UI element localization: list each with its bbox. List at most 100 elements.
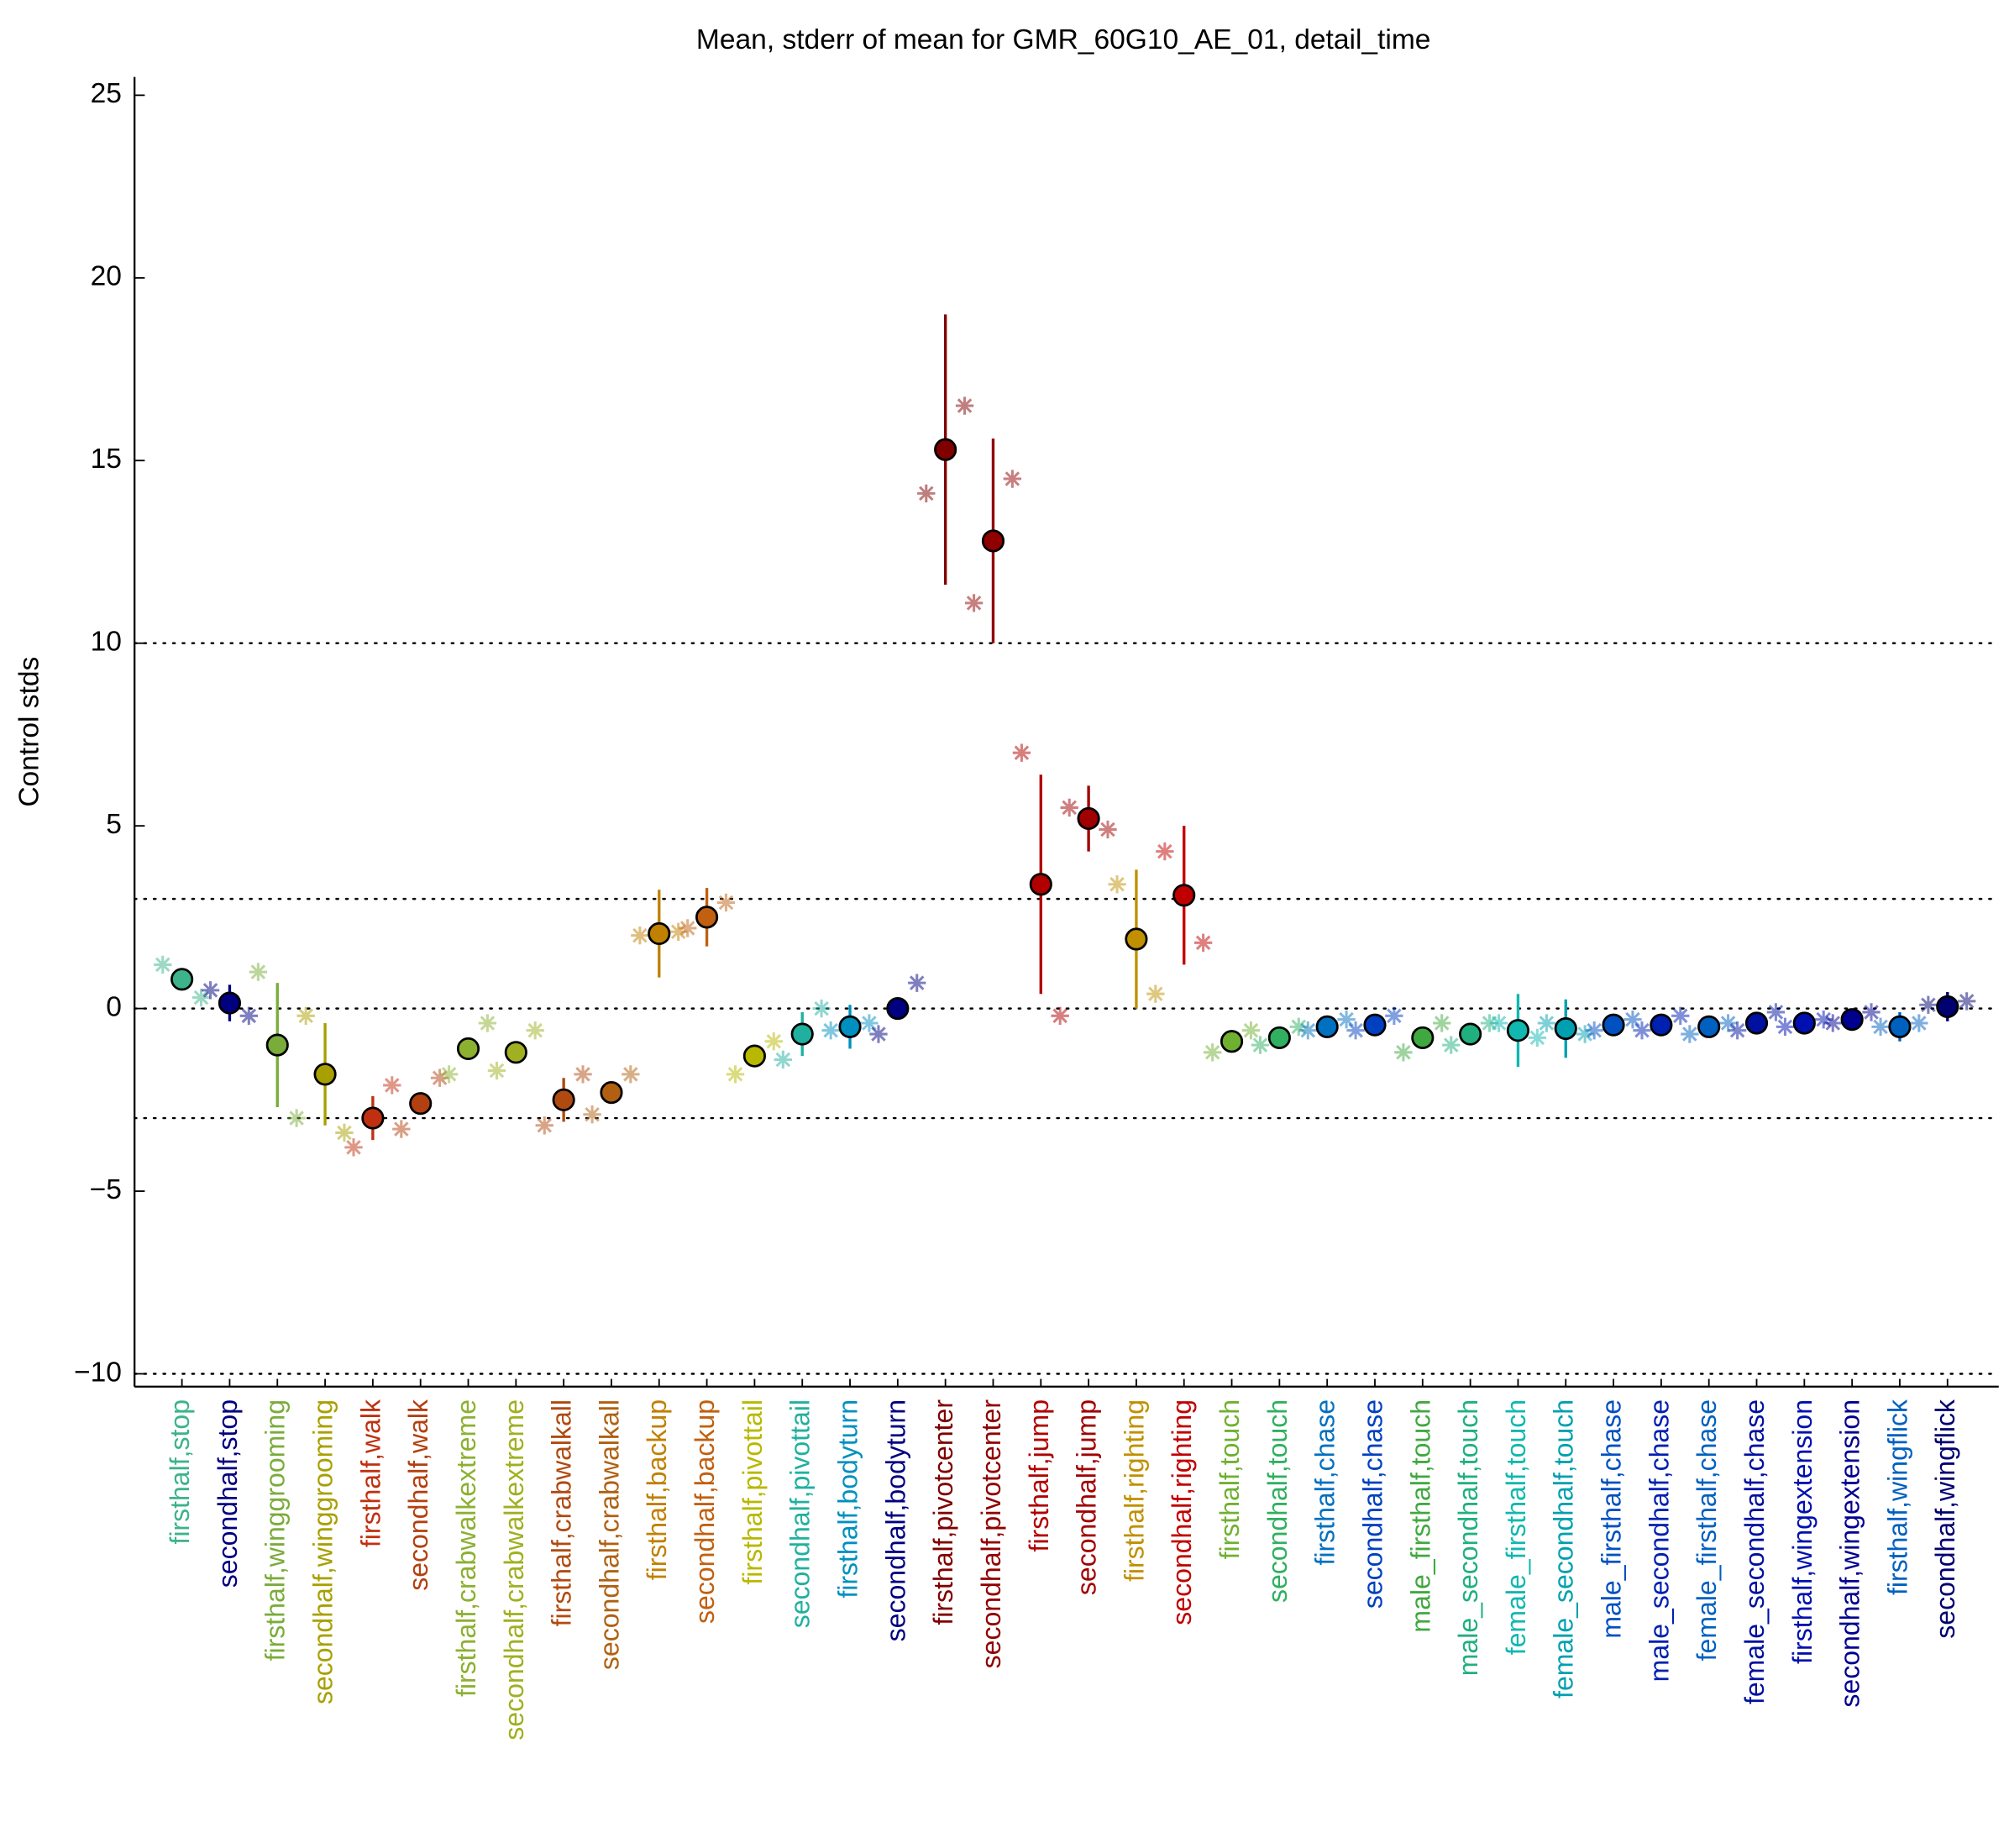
star-marker xyxy=(764,1032,783,1051)
star-marker xyxy=(1776,1017,1795,1037)
y-axis-label: Control stds xyxy=(13,657,45,807)
mean-marker xyxy=(1029,873,1052,896)
star-marker xyxy=(249,963,268,981)
x-tick-label: firsthalf,walk xyxy=(355,1399,386,1547)
mean-marker xyxy=(838,1015,862,1038)
star-marker xyxy=(1003,470,1022,488)
star-marker xyxy=(726,1065,745,1084)
star-marker xyxy=(869,1025,888,1043)
x-tick-label: firsthalf,jump xyxy=(1024,1399,1054,1551)
mean-marker xyxy=(934,438,957,461)
star-marker xyxy=(1193,933,1213,952)
star-marker xyxy=(1346,1021,1365,1040)
x-tick-label: male_firsthalf,chase xyxy=(1597,1399,1627,1639)
star-marker xyxy=(1623,1010,1642,1029)
star-marker xyxy=(430,1068,449,1087)
star-marker xyxy=(1919,995,1938,1014)
star-marker xyxy=(1862,1003,1880,1021)
star-marker xyxy=(239,1006,258,1025)
star-marker xyxy=(201,981,220,1000)
x-tick-label: female_secondhalf,touch xyxy=(1549,1399,1579,1698)
mean-marker xyxy=(1888,1015,1912,1038)
star-marker xyxy=(669,922,688,941)
x-tick-label: female_secondhalf,chase xyxy=(1739,1399,1770,1704)
star-marker xyxy=(1251,1036,1270,1054)
star-marker xyxy=(1289,1017,1308,1037)
x-tick-label: firsthalf,bodyturn xyxy=(833,1399,863,1599)
star-marker xyxy=(335,1123,354,1142)
star-marker xyxy=(1442,1036,1461,1054)
star-marker xyxy=(1051,1006,1069,1025)
star-marker xyxy=(1108,875,1126,894)
x-tick-label: male_secondhalf,touch xyxy=(1453,1399,1483,1676)
mean-marker xyxy=(265,1033,289,1057)
x-tick-label: firsthalf,crabwalkall xyxy=(547,1399,577,1626)
mean-marker xyxy=(218,991,242,1015)
star-marker xyxy=(1394,1043,1413,1062)
star-marker xyxy=(1203,1043,1222,1062)
x-tick-label: male_firsthalf,touch xyxy=(1405,1399,1435,1633)
star-marker xyxy=(1298,1021,1317,1040)
mean-marker xyxy=(1650,1013,1673,1037)
mean-marker xyxy=(313,1063,337,1086)
star-marker xyxy=(908,974,926,992)
star-marker xyxy=(296,1006,315,1025)
mean-marker xyxy=(1077,806,1100,831)
mean-marker xyxy=(361,1106,385,1130)
star-marker xyxy=(1957,992,1976,1011)
star-marker xyxy=(1576,1025,1594,1043)
star-marker xyxy=(1480,1014,1499,1032)
y-tick-label: 15 xyxy=(91,444,122,475)
star-marker xyxy=(1681,1025,1699,1043)
star-marker xyxy=(383,1076,401,1095)
star-marker xyxy=(955,396,974,415)
x-tick-label: firsthalf,winggrooming xyxy=(260,1399,291,1661)
star-marker xyxy=(1337,1010,1356,1029)
mean-marker xyxy=(1792,1011,1816,1035)
star-marker xyxy=(964,594,984,612)
star-marker xyxy=(191,988,211,1007)
star-marker xyxy=(1718,1014,1738,1032)
x-tick-label: secondhalf,stop xyxy=(212,1399,243,1588)
star-marker xyxy=(1823,1014,1842,1032)
chart-title: Mean, stderr of mean for GMR_60G10_AE_01… xyxy=(696,24,1431,55)
y-tick-label: 20 xyxy=(91,261,122,292)
mean-marker xyxy=(648,921,671,946)
x-tick-label: firsthalf,crabwalkextreme xyxy=(451,1399,481,1697)
star-marker xyxy=(860,1014,879,1032)
mean-marker xyxy=(1172,884,1196,907)
x-tick-label: firsthalf,wingextension xyxy=(1787,1399,1818,1664)
star-marker xyxy=(812,999,831,1018)
star-marker xyxy=(1728,1021,1747,1040)
y-tick-label: −5 xyxy=(90,1174,122,1205)
x-tick-label: secondhalf,jump xyxy=(1072,1399,1102,1595)
mean-marker xyxy=(600,1081,623,1105)
mean-marker xyxy=(695,906,719,929)
star-marker xyxy=(1585,1021,1603,1040)
star-marker xyxy=(821,1021,840,1040)
star-marker xyxy=(622,1065,640,1084)
star-marker xyxy=(679,919,697,937)
x-tick-label: secondhalf,chase xyxy=(1357,1399,1387,1609)
x-tick-label: secondhalf,crabwalkextreme xyxy=(499,1399,529,1740)
star-marker xyxy=(344,1138,363,1157)
x-tick-label: firsthalf,pivottail xyxy=(737,1399,768,1585)
mean-marker xyxy=(170,968,194,991)
mean-marker xyxy=(790,1022,814,1046)
star-marker xyxy=(1156,842,1174,861)
x-tick-label: firsthalf,stop xyxy=(165,1399,195,1545)
y-tick-label: 10 xyxy=(91,627,122,658)
x-tick-label: male_secondhalf,chase xyxy=(1644,1399,1674,1682)
mean-marker xyxy=(552,1088,575,1111)
mean-marker xyxy=(742,1044,766,1068)
x-tick-label: secondhalf,wingflick xyxy=(1930,1399,1960,1639)
mean-marker xyxy=(409,1092,433,1116)
x-tick-label: secondhalf,touch xyxy=(1262,1399,1293,1603)
x-tick-label: firsthalf,wingflick xyxy=(1882,1399,1912,1595)
x-tick-label: female_firsthalf,chase xyxy=(1692,1399,1722,1661)
x-tick-label: firsthalf,righting xyxy=(1119,1399,1149,1582)
mean-marker xyxy=(1220,1030,1244,1053)
star-marker xyxy=(1871,1017,1890,1037)
x-tick-label: secondhalf,righting xyxy=(1167,1399,1197,1625)
